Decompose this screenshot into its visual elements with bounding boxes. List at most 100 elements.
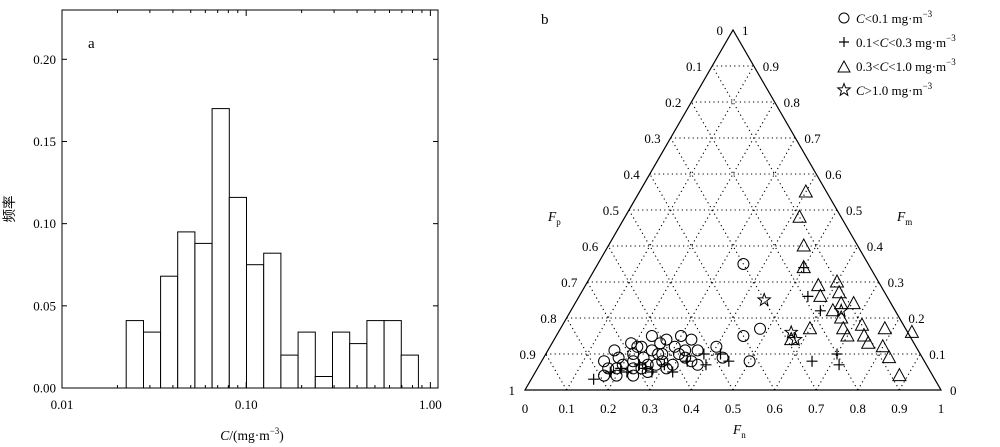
fn-tick-label: 0.6 [766,401,783,416]
histogram-bar [332,331,351,389]
star-point [783,324,799,339]
histogram-bar [349,343,368,389]
histogram-bar [297,331,316,389]
histogram-bar [125,320,144,389]
triangle-point [829,273,845,288]
triangle-point [831,284,847,299]
legend-item-plus: 0.1<C<0.3 mg·m−3 [839,33,956,50]
circle-point [627,348,640,360]
circle-point [656,348,669,360]
legend-label: 0.3<C<1.0 mg·m−3 [856,57,956,74]
fm-tick-label: 0.1 [929,347,945,362]
histogram-x-axis-label: C/(mg·m−3) [220,426,284,443]
x-tick-label: 0.01 [51,397,74,412]
fm-tick-label: 0.3 [888,275,904,290]
triangle-point [796,259,812,274]
ternary-axis-label-fn: Fn [732,422,746,440]
circle-point [737,330,750,342]
triangle-point [892,367,907,382]
plus-point [604,366,616,378]
triangle-point [798,183,814,198]
histogram-bar [194,242,213,389]
circle-point [675,330,687,342]
legend-item-triangle: 0.3<C<1.0 mg·m−3 [837,57,956,74]
plus-point [667,366,679,378]
fn-tick-label: 0 [522,401,529,416]
fm-tick-label: 1 [742,23,749,38]
star-marker-icon [836,82,852,97]
fp-tick-label: 1 [509,383,516,398]
star-point [756,292,772,307]
fn-tick-label: 0.9 [891,401,907,416]
grid-line [566,317,609,391]
legend-label: C<0.1 mg·m−3 [856,9,933,26]
plus-point [698,348,710,360]
triangle-point [877,320,893,335]
fp-tick-label: 0 [717,23,724,38]
circle-marker-icon [838,12,850,24]
legend-item-star: C>1.0 mg·m−3 [836,81,933,98]
triangle-point [840,327,855,342]
x-tick-label: 0.10 [235,397,258,412]
histogram-bar [400,354,419,389]
ternary-axis-label-fp: Fp [547,209,561,227]
plus-point [831,348,843,360]
circle-point [716,351,729,364]
plus-marker-icon [839,37,849,47]
fp-tick-label: 0.8 [540,311,556,326]
grid-line [670,137,817,391]
histogram-bar [211,108,230,389]
y-tick-label: 0.20 [33,52,56,67]
circle-point [598,355,611,368]
circle-point [631,340,644,353]
circle-point [685,333,698,346]
triangle-point [792,209,807,223]
legend-label: 0.1<C<0.3 mg·m−3 [856,33,956,50]
circle-point [627,362,640,375]
fp-tick-label: 0.7 [561,275,578,290]
histogram-y-axis-label: 频率 [1,196,17,223]
ternary-tick-labels: 0 0.1 0.2 0.3 0.4 0.5 0.6 0.7 0.8 0.9 100.10.20.30… [509,23,957,416]
triangle-point [833,295,849,310]
circle-point [598,369,611,382]
grid-line [898,353,921,391]
fm-tick-label: 0.6 [825,167,842,182]
plus-point [806,355,818,367]
plus-point [658,359,670,371]
plus-point [814,305,826,317]
fp-tick-label: 0.9 [520,347,536,362]
histogram-bar [246,264,265,389]
circle-point [660,333,673,346]
histogram-bars [125,108,419,389]
fn-tick-label: 0.2 [600,401,616,416]
ternary-outline [523,28,943,391]
histogram-x-ticks: 0.01 0.10 1.00 [51,10,442,412]
ternary-points [588,183,920,385]
circle-point [627,369,640,382]
triangle-point [904,324,920,338]
circle-point [652,348,665,360]
plus-point [700,359,712,371]
fm-tick-label: 0 [950,383,957,398]
circle-point [710,340,723,353]
grid-line [545,353,568,391]
circle-point [654,337,667,350]
ternary-panel: 0 0.1 0.2 0.3 0.4 0.5 0.6 0.7 0.8 0.9 100.10.20.30… [509,9,957,440]
fn-tick-label: 0.4 [683,401,700,416]
histogram-bar [366,320,385,389]
fp-tick-label: 0.4 [624,167,641,182]
plus-point [723,355,735,367]
circle-point [608,344,621,357]
y-tick-label: 0.00 [33,381,56,396]
histogram-bar [263,252,282,389]
fm-tick-label: 0.4 [867,239,884,254]
triangle-point [881,349,897,364]
legend-label: C>1.0 mg·m−3 [856,81,933,98]
circle-point [616,358,629,371]
ternary-panel-label: b [541,12,549,28]
y-tick-label: 0.05 [33,298,56,313]
histogram-panel-label: a [88,36,95,52]
y-tick-label: 0.10 [33,216,56,231]
triangle-point [802,320,818,335]
